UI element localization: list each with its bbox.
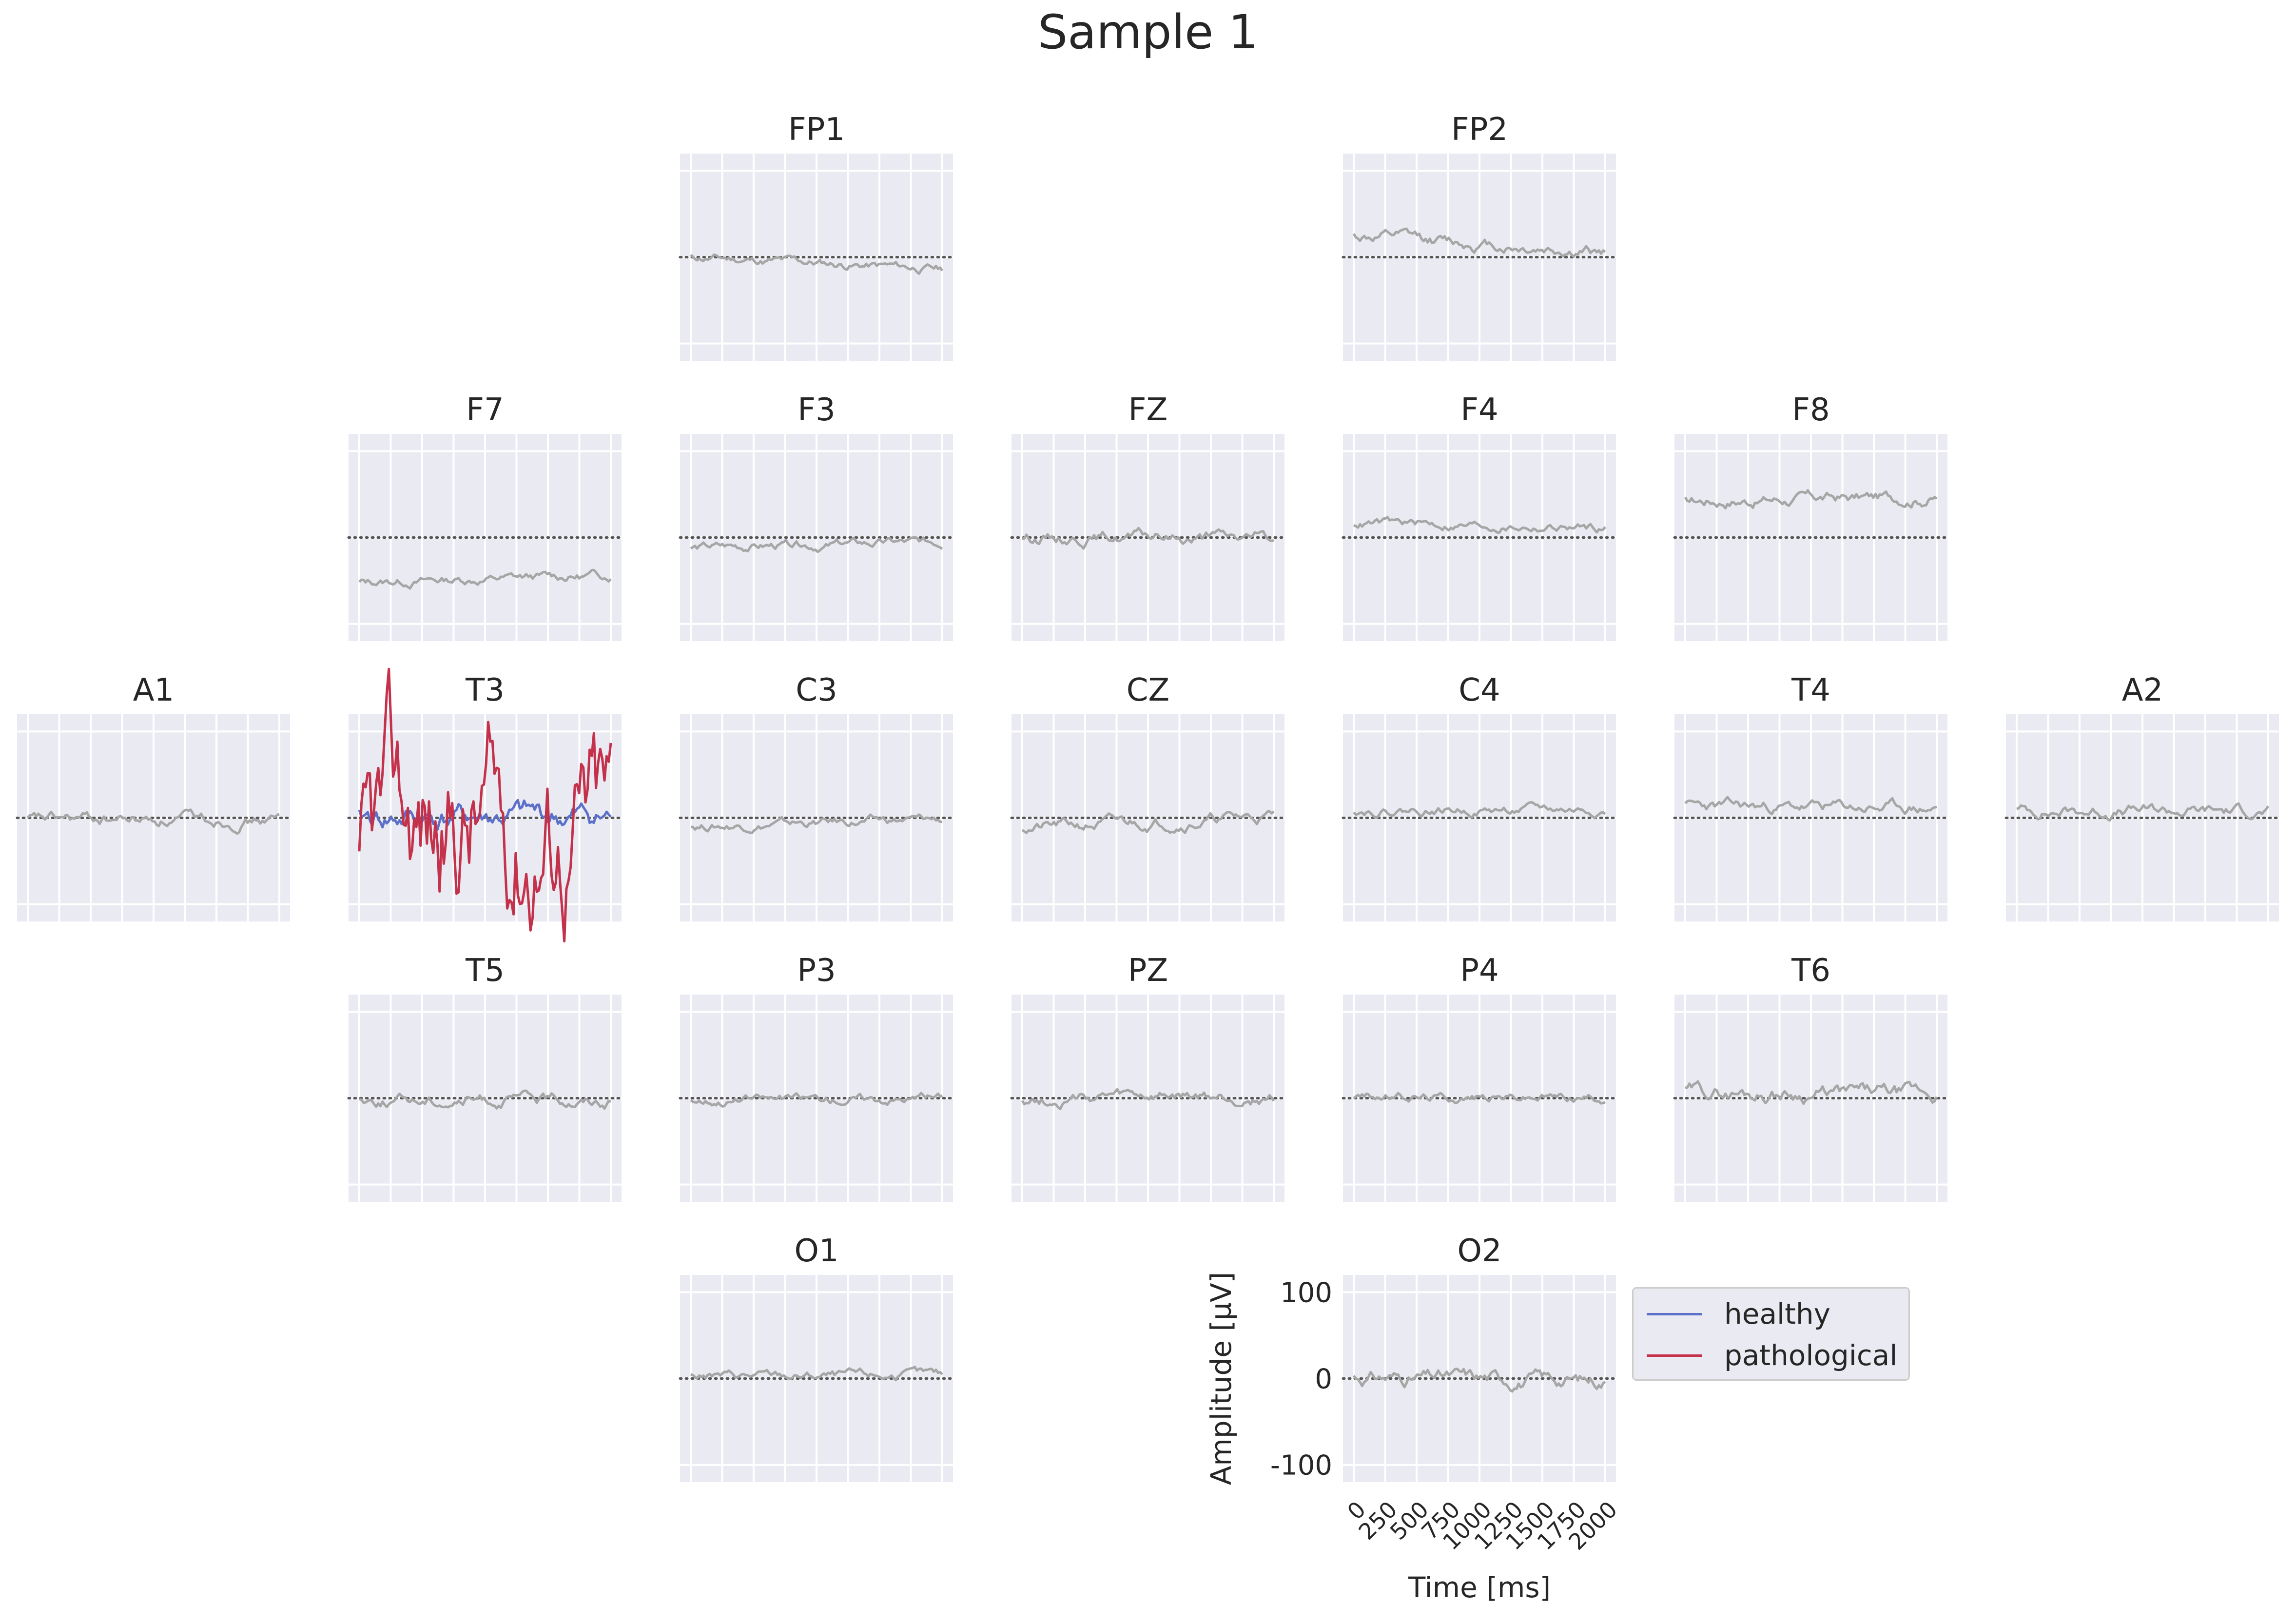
subplot-fz: FZ: [1010, 392, 1286, 641]
subplot-p4: P4: [1342, 953, 1617, 1202]
legend-label-healthy: healthy: [1724, 1297, 1830, 1331]
trace-p4: [1353, 1092, 1606, 1105]
subplot-c3: C3: [679, 672, 954, 921]
subplot-f3: F3: [679, 392, 954, 641]
subplot-title: CZ: [1127, 672, 1170, 708]
trace-fp1: [690, 253, 944, 275]
subplot-f7: F7: [347, 392, 623, 641]
y-tick-label: 0: [1315, 1364, 1332, 1395]
trace-c3: [690, 813, 943, 835]
trace-c4: [1353, 801, 1606, 820]
subplot-title: C4: [1459, 672, 1500, 708]
legend-swatch-healthy: [1647, 1313, 1702, 1315]
subplot-t3: T3: [347, 667, 623, 942]
y-axis-label: Amplitude [µV]: [1205, 1272, 1238, 1486]
trace-o2: [1352, 1368, 1606, 1393]
subplot-title: A2: [2122, 672, 2163, 708]
subplot-title: FP1: [788, 112, 845, 148]
trace-o1: [690, 1366, 943, 1382]
subplot-cz: CZ: [1010, 672, 1286, 921]
trace-fp2: [1352, 227, 1606, 258]
subplot-title: F3: [798, 392, 836, 428]
subplot-title: F4: [1460, 392, 1498, 428]
legend-item-pathological: pathological: [1634, 1336, 1908, 1375]
subplot-title: T6: [1791, 953, 1830, 989]
legend-label-pathological: pathological: [1724, 1339, 1898, 1372]
trace-p3: [690, 1092, 943, 1108]
subplot-title: F8: [1792, 392, 1830, 428]
subplot-title: O1: [794, 1233, 838, 1269]
subplot-t5: T5: [347, 953, 623, 1202]
trace-f3: [690, 536, 943, 553]
subplot-a1: A1: [16, 672, 292, 921]
subplot-title: P4: [1460, 953, 1498, 989]
x-axis-label: Time [ms]: [1408, 1571, 1551, 1604]
subplot-title: T5: [465, 953, 505, 989]
trace-a1: [27, 808, 280, 835]
subplot-title: O2: [1457, 1233, 1501, 1269]
subplot-o2: O2-1000100025050075010001250150017502000…: [1205, 1233, 1622, 1604]
trace-a2: [2016, 802, 2270, 822]
subplot-f8: F8: [1673, 392, 1949, 641]
subplot-fp1: FP1: [679, 112, 954, 361]
subplot-c4: C4: [1342, 672, 1617, 921]
legend-swatch-pathological: [1647, 1354, 1702, 1357]
legend: healthy pathological: [1632, 1287, 1910, 1381]
trace-f8: [1684, 489, 1938, 509]
subplot-t6: T6: [1673, 953, 1949, 1202]
y-tick-label: 100: [1280, 1277, 1332, 1309]
subplot-t4: T4: [1673, 672, 1949, 921]
trace-pz: [1021, 1088, 1275, 1111]
trace-f7: [358, 568, 612, 590]
subplot-title: T3: [465, 672, 505, 708]
figure-title: Sample 1: [1038, 5, 1258, 59]
trace-t6: [1685, 1080, 1938, 1105]
trace-cz: [1021, 810, 1275, 834]
subplot-title: PZ: [1128, 953, 1168, 989]
y-tick-label: -100: [1270, 1450, 1332, 1482]
subplot-o1: O1: [679, 1233, 954, 1482]
subplot-a2: A2: [2004, 672, 2280, 921]
subplot-title: FZ: [1129, 392, 1168, 428]
subplot-p3: P3: [679, 953, 954, 1202]
trace-t4: [1684, 796, 1937, 816]
series-healthy: [358, 799, 612, 831]
subplot-pz: PZ: [1010, 953, 1286, 1202]
legend-item-healthy: healthy: [1634, 1294, 1908, 1333]
subplot-title: T4: [1791, 672, 1830, 708]
subplot-f4: F4: [1342, 392, 1617, 641]
series-pathological: [358, 667, 612, 942]
trace-fz: [1022, 527, 1274, 550]
subplot-title: FP2: [1451, 112, 1508, 148]
trace-f4: [1353, 516, 1606, 534]
subplot-title: F7: [466, 392, 504, 428]
subplot-fp2: FP2: [1342, 112, 1617, 361]
subplot-title: P3: [797, 953, 836, 989]
trace-t5: [359, 1089, 612, 1110]
subplot-title: C3: [796, 672, 837, 708]
subplot-title: A1: [133, 672, 175, 708]
